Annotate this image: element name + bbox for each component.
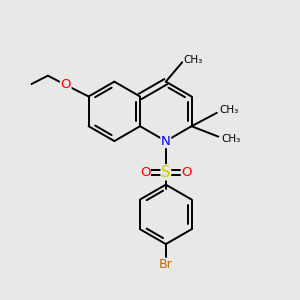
Text: N: N — [161, 135, 171, 148]
Text: CH₃: CH₃ — [220, 106, 239, 116]
Text: O: O — [140, 166, 150, 179]
Text: CH₃: CH₃ — [184, 55, 203, 65]
Text: O: O — [61, 78, 71, 91]
Text: O: O — [182, 166, 192, 179]
Text: Br: Br — [159, 258, 173, 272]
Text: S: S — [161, 165, 170, 180]
Text: CH₃: CH₃ — [221, 134, 240, 144]
